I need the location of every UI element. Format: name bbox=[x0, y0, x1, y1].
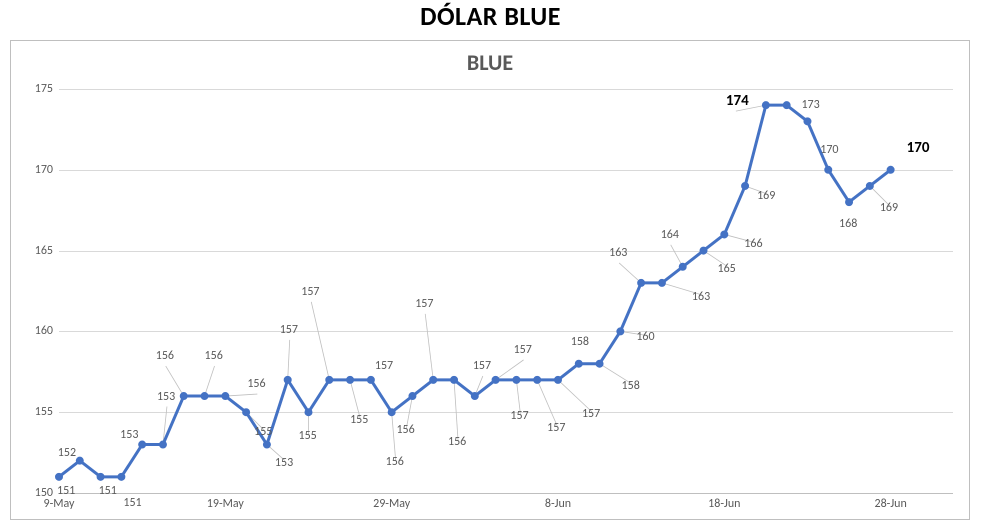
leader-line bbox=[496, 360, 524, 380]
data-marker bbox=[783, 102, 790, 109]
x-tick-label: 9-May bbox=[44, 497, 75, 511]
data-marker bbox=[118, 473, 125, 480]
data-label: 151 bbox=[123, 496, 141, 510]
leader-line bbox=[558, 380, 592, 412]
data-marker bbox=[534, 376, 541, 383]
x-axis-line bbox=[59, 493, 953, 494]
data-marker bbox=[700, 247, 707, 254]
chart-title: BLUE bbox=[11, 49, 969, 76]
leader-line bbox=[537, 380, 557, 426]
data-marker bbox=[76, 457, 83, 464]
data-marker bbox=[326, 376, 333, 383]
data-marker bbox=[367, 376, 374, 383]
leader-line bbox=[166, 366, 184, 396]
x-tick-label: 28-Jun bbox=[874, 497, 906, 511]
leader-line bbox=[619, 263, 641, 283]
data-marker bbox=[596, 360, 603, 367]
leader-line bbox=[600, 364, 632, 384]
data-marker bbox=[347, 376, 354, 383]
data-marker bbox=[284, 376, 291, 383]
data-marker bbox=[56, 473, 63, 480]
y-tick-label: 170 bbox=[35, 163, 53, 177]
data-marker bbox=[139, 441, 146, 448]
data-marker bbox=[554, 376, 561, 383]
data-marker bbox=[305, 409, 312, 416]
data-marker bbox=[762, 102, 769, 109]
data-marker bbox=[721, 231, 728, 238]
chart-frame: BLUE 1501551601651701759-May19-May29-May… bbox=[10, 40, 970, 520]
x-tick-label: 19-May bbox=[207, 497, 244, 511]
page-title: DÓLAR BLUE bbox=[0, 0, 981, 32]
leader-line bbox=[454, 380, 458, 440]
data-marker bbox=[846, 199, 853, 206]
data-marker bbox=[201, 393, 208, 400]
leader-line bbox=[311, 302, 329, 380]
data-marker bbox=[804, 118, 811, 125]
y-tick-label: 175 bbox=[35, 82, 53, 96]
leader-line bbox=[724, 234, 754, 242]
leader-line bbox=[870, 186, 890, 206]
leader-line bbox=[288, 340, 290, 380]
data-marker bbox=[243, 409, 250, 416]
data-marker bbox=[388, 409, 395, 416]
data-marker bbox=[409, 393, 416, 400]
x-tick-label: 8-Jun bbox=[545, 497, 571, 511]
leader-line bbox=[350, 380, 360, 418]
data-marker bbox=[222, 393, 229, 400]
data-marker bbox=[742, 182, 749, 189]
container: DÓLAR BLUE BLUE 1501551601651701759-May1… bbox=[0, 0, 981, 531]
y-tick-label: 155 bbox=[35, 405, 53, 419]
data-marker bbox=[638, 279, 645, 286]
series-line bbox=[59, 105, 891, 477]
data-marker bbox=[430, 376, 437, 383]
data-marker bbox=[887, 166, 894, 173]
leader-line bbox=[425, 314, 433, 380]
data-marker bbox=[513, 376, 520, 383]
data-marker bbox=[575, 360, 582, 367]
data-marker bbox=[492, 376, 499, 383]
leader-line bbox=[516, 380, 520, 414]
data-marker bbox=[451, 376, 458, 383]
plot-area: 1501551601651701759-May19-May29-May8-Jun… bbox=[59, 89, 953, 493]
data-marker bbox=[180, 393, 187, 400]
leader-line bbox=[704, 251, 728, 267]
y-tick-label: 160 bbox=[35, 324, 53, 338]
data-marker bbox=[866, 182, 873, 189]
leader-line bbox=[662, 283, 702, 295]
data-marker bbox=[825, 166, 832, 173]
y-tick-label: 165 bbox=[35, 244, 53, 258]
data-marker bbox=[97, 473, 104, 480]
x-tick-label: 29-May bbox=[373, 497, 410, 511]
leader-line bbox=[392, 412, 396, 460]
data-marker bbox=[471, 393, 478, 400]
line-series bbox=[59, 89, 953, 493]
data-marker bbox=[159, 441, 166, 448]
leader-line bbox=[225, 394, 257, 396]
data-marker bbox=[658, 279, 665, 286]
data-marker bbox=[263, 441, 270, 448]
data-marker bbox=[679, 263, 686, 270]
leader-line bbox=[736, 105, 766, 111]
x-tick-label: 18-Jun bbox=[708, 497, 740, 511]
leader-line bbox=[205, 366, 215, 396]
data-marker bbox=[617, 328, 624, 335]
